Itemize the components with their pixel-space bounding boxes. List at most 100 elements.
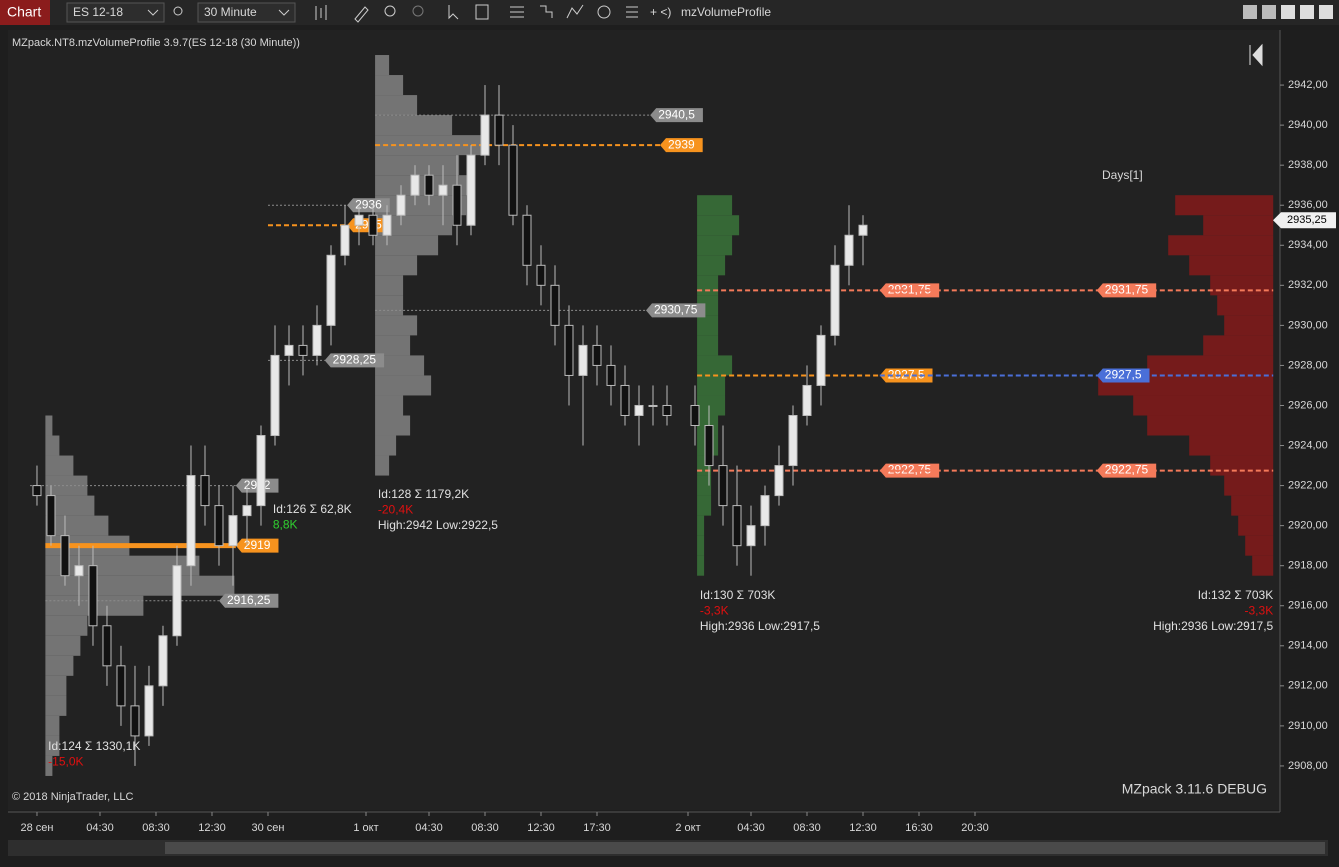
y-tick-label: 2918,00 <box>1288 560 1328 572</box>
level-tag <box>347 198 390 213</box>
profile-stat: -20,4K <box>378 502 413 516</box>
profile-bar <box>45 735 60 756</box>
profile-stat: -3,3K <box>700 603 729 617</box>
candle-body <box>200 475 210 507</box>
profile-bar <box>697 475 712 496</box>
draw-icon[interactable] <box>354 6 369 23</box>
profile-bar <box>375 75 404 96</box>
candle-body <box>508 144 518 216</box>
profile-stat: Id:132 Σ 703K <box>1198 588 1273 602</box>
candle-body <box>774 465 784 497</box>
profile-bar <box>375 295 404 316</box>
x-tick-label: 12:30 <box>849 822 877 834</box>
minimize[interactable] <box>1281 5 1295 19</box>
properties-icon[interactable] <box>510 6 524 18</box>
button[interactable] <box>1243 5 1257 19</box>
level-label: 2922,75 <box>888 463 932 477</box>
x-tick-label: 28 сен <box>20 822 53 834</box>
tab-label[interactable]: Chart <box>7 4 41 20</box>
candle-body <box>340 224 350 256</box>
profile-bar <box>375 115 453 136</box>
y-tick-label: 2922,00 <box>1288 479 1328 491</box>
candle-body <box>242 505 252 517</box>
candle-body <box>144 685 154 737</box>
search-icon[interactable] <box>173 6 183 16</box>
profile-bar <box>1203 215 1274 236</box>
data-box-icon[interactable] <box>475 4 489 20</box>
candle-body <box>858 224 868 236</box>
toolbar-extra[interactable]: + <) <box>650 5 671 19</box>
interval-label[interactable]: 30 Minute <box>204 5 257 19</box>
profile-bar <box>697 335 719 356</box>
level-label: 2931,75 <box>1105 283 1149 297</box>
candle-body <box>648 404 658 407</box>
toolbar-icons <box>315 4 638 23</box>
candle-body <box>746 525 756 547</box>
candle-body <box>732 505 742 547</box>
interval-select[interactable] <box>197 2 296 23</box>
profile-bar <box>697 395 726 416</box>
candle-body <box>634 404 644 416</box>
x-tick-label: 12:30 <box>527 822 555 834</box>
candle-body <box>522 214 532 266</box>
profile-bar <box>45 615 88 636</box>
pointer-icon[interactable] <box>448 5 459 20</box>
indicators-icon[interactable] <box>566 4 584 19</box>
candle-body <box>620 384 630 416</box>
profile-bar <box>45 635 81 656</box>
strategies-icon[interactable] <box>540 5 553 18</box>
profile-bar <box>375 395 404 416</box>
bars-icon[interactable] <box>315 5 327 20</box>
profile-stat: 8,8K <box>273 517 298 531</box>
candle-body <box>438 184 448 196</box>
instrument-label[interactable]: ES 12-18 <box>73 5 123 19</box>
x-tick-label: 20:30 <box>961 822 989 834</box>
profile-stat: -3,3K <box>1245 603 1274 617</box>
profile-bar <box>375 355 425 376</box>
profile-bar <box>1133 395 1274 416</box>
button[interactable] <box>1262 5 1276 19</box>
candle-body <box>452 184 462 226</box>
window-buttons <box>1243 5 1333 19</box>
instrument-select[interactable] <box>66 2 165 23</box>
profile-bar <box>697 235 733 256</box>
scroll-end-icon[interactable] <box>1249 43 1263 67</box>
profile-bar <box>697 555 705 576</box>
level-label: 2922,75 <box>1105 463 1149 477</box>
candle-body <box>88 565 98 627</box>
profile-bar <box>45 695 67 716</box>
scroll-thumb[interactable] <box>165 842 1325 854</box>
profile-bar <box>375 155 460 176</box>
zoom-out[interactable] <box>412 5 424 17</box>
candle-body <box>424 174 434 196</box>
candle-body <box>788 414 798 467</box>
profile-bar <box>697 375 726 396</box>
last-price-label: 2935,25 <box>1287 214 1327 226</box>
y-tick-label: 2934,00 <box>1288 239 1328 251</box>
profile-bar <box>375 415 411 436</box>
profile-bar <box>45 675 67 696</box>
zoom-in[interactable] <box>384 5 396 17</box>
maximize[interactable] <box>1300 5 1314 19</box>
candle-body <box>802 384 812 416</box>
profile-bar <box>45 415 53 436</box>
level-label: 2936 <box>355 197 382 211</box>
indicator-name: mzVolumeProfile <box>681 5 771 19</box>
candle-body <box>690 404 700 427</box>
profile-bar <box>45 715 60 736</box>
profile-bar <box>1224 315 1274 336</box>
x-tick-label: 2 окт <box>675 822 700 834</box>
y-tick-label: 2908,00 <box>1288 760 1328 772</box>
profile-bar <box>375 255 418 276</box>
profile-bar <box>1252 555 1274 576</box>
level-label: 2927,5 <box>1105 368 1142 382</box>
reload-icon[interactable] <box>597 5 611 19</box>
level-label: 2940,5 <box>658 107 695 121</box>
profile-bar <box>697 195 733 216</box>
candle-body <box>74 565 84 577</box>
chart-tab[interactable] <box>0 0 50 25</box>
list-icon[interactable] <box>626 6 638 18</box>
profile-stat: High:2936 Low:2917,5 <box>1153 619 1273 633</box>
candle-body <box>662 404 672 416</box>
close[interactable] <box>1319 5 1333 19</box>
